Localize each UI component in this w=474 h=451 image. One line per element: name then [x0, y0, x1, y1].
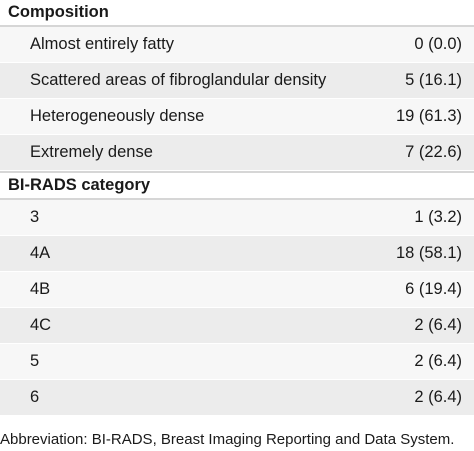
- row-value: 2 (6.4): [414, 352, 462, 370]
- table-row: Almost entirely fatty 0 (0.0): [0, 27, 474, 63]
- row-value: 2 (6.4): [414, 388, 462, 406]
- table-row: 3 1 (3.2): [0, 200, 474, 236]
- table-row: Scattered areas of fibroglandular densit…: [0, 63, 474, 99]
- row-value: 7 (22.6): [405, 143, 462, 161]
- row-label: 5: [30, 352, 40, 370]
- row-value: 6 (19.4): [405, 280, 462, 298]
- row-value: 0 (0.0): [414, 35, 462, 53]
- table-row: Heterogeneously dense 19 (61.3): [0, 99, 474, 135]
- row-value: 2 (6.4): [414, 316, 462, 334]
- row-label: 3: [30, 208, 40, 226]
- section-header-birads: BI-RADS category: [0, 171, 474, 200]
- data-table: Composition Almost entirely fatty 0 (0.0…: [0, 0, 474, 416]
- table-row: 5 2 (6.4): [0, 344, 474, 380]
- row-value: 18 (58.1): [395, 244, 462, 262]
- table-footnote: Abbreviation: BI-RADS, Breast Imaging Re…: [0, 431, 455, 448]
- table-row: 4A 18 (58.1): [0, 236, 474, 272]
- row-value: 5 (16.1): [405, 71, 462, 89]
- row-value: 1 (3.2): [414, 208, 462, 226]
- row-label: 4C: [30, 316, 52, 334]
- table-row: 4B 6 (19.4): [0, 272, 474, 308]
- row-label: 6: [30, 388, 40, 406]
- row-value: 19 (61.3): [395, 107, 462, 125]
- row-label: 4A: [30, 244, 51, 262]
- row-label: Heterogeneously dense: [30, 107, 205, 125]
- row-label: Scattered areas of fibroglandular densit…: [30, 71, 327, 89]
- row-label: 4B: [30, 280, 51, 298]
- table-row: 6 2 (6.4): [0, 380, 474, 416]
- table-row: Extremely dense 7 (22.6): [0, 135, 474, 171]
- table-row: 4C 2 (6.4): [0, 308, 474, 344]
- row-label: Extremely dense: [30, 143, 153, 161]
- row-label: Almost entirely fatty: [30, 35, 174, 53]
- section-header-composition: Composition: [0, 0, 474, 27]
